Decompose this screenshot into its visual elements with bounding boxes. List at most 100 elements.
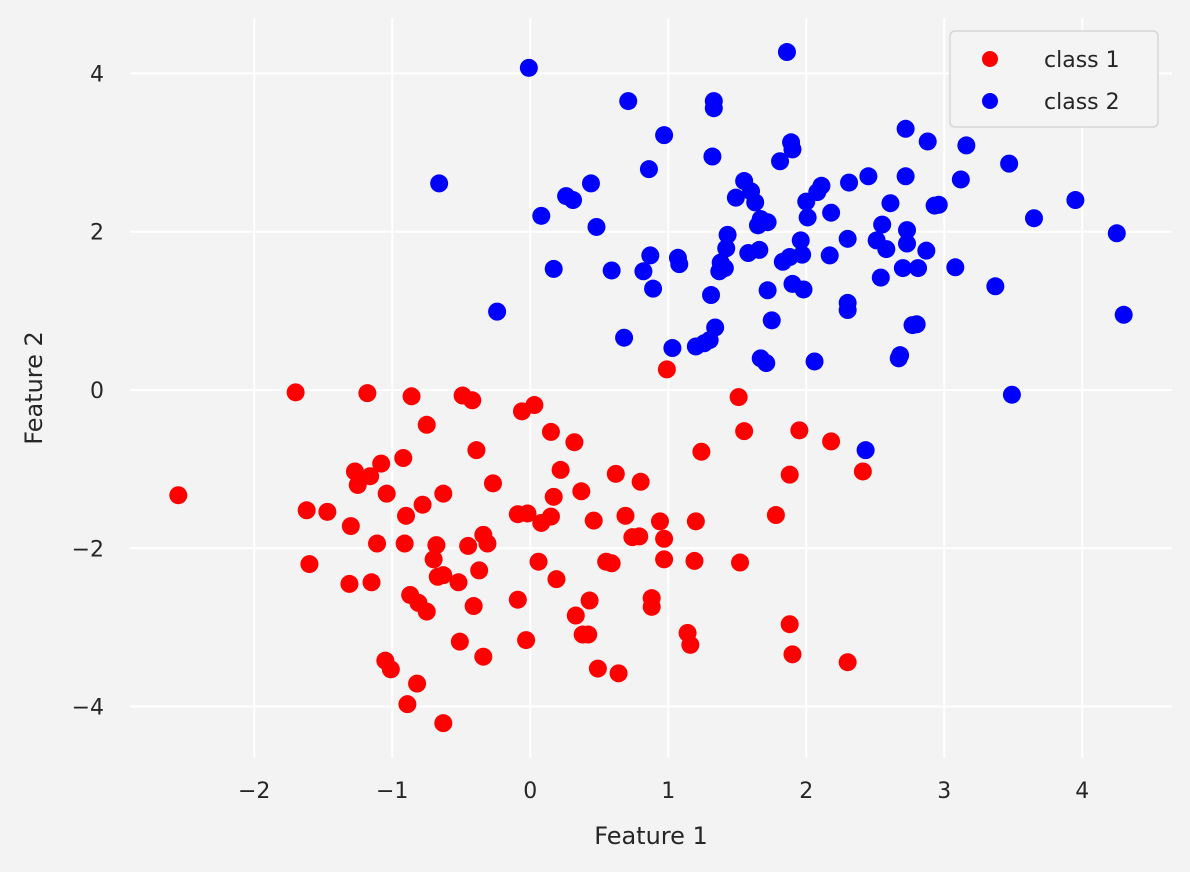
data-point-class-2 (877, 240, 896, 259)
data-point-class-1 (735, 422, 754, 441)
data-point-class-1 (541, 507, 560, 526)
data-point-class-1 (616, 506, 635, 525)
y-tick-label: 0 (90, 379, 104, 404)
data-point-class-2 (898, 221, 917, 240)
data-point-class-2 (859, 167, 878, 186)
data-point-class-2 (1024, 209, 1043, 228)
data-point-class-1 (565, 433, 584, 452)
data-point-class-1 (544, 487, 563, 506)
data-point-class-2 (881, 194, 900, 213)
data-point-class-1 (341, 517, 360, 536)
legend-label: class 2 (1044, 90, 1120, 115)
data-point-class-1 (822, 432, 841, 451)
x-tick-labels: −2 −1 0 1 2 3 4 (238, 779, 1089, 804)
x-tick-label: −2 (238, 779, 270, 804)
data-point-class-1 (402, 387, 421, 406)
data-point-class-1 (417, 415, 436, 434)
data-point-class-2 (663, 339, 682, 358)
data-point-class-1 (686, 512, 705, 531)
data-point-class-2 (758, 213, 777, 232)
data-point-class-1 (731, 553, 750, 572)
data-point-class-1 (657, 360, 676, 379)
data-point-class-1 (417, 602, 436, 621)
data-point-class-1 (631, 472, 650, 491)
data-point-class-1 (300, 555, 319, 574)
data-point-class-1 (681, 635, 700, 654)
data-point-class-2 (929, 195, 948, 214)
data-point-class-2 (615, 328, 634, 347)
data-point-class-2 (871, 268, 890, 287)
data-point-class-1 (427, 536, 446, 555)
data-point-class-1 (434, 566, 453, 585)
data-point-class-2 (544, 259, 563, 278)
data-point-class-1 (780, 465, 799, 484)
data-point-class-2 (726, 188, 745, 207)
data-point-class-2 (898, 234, 917, 253)
data-point-class-2 (634, 262, 653, 281)
data-point-class-2 (704, 92, 723, 111)
data-point-class-2 (670, 255, 689, 274)
data-point-class-1 (642, 597, 661, 616)
data-point-class-2 (783, 140, 802, 159)
data-point-class-2 (619, 92, 638, 111)
data-point-class-1 (609, 664, 628, 683)
data-point-class-2 (917, 241, 936, 260)
data-point-class-2 (703, 147, 722, 166)
data-point-class-2 (856, 441, 875, 460)
data-point-class-2 (1066, 191, 1085, 210)
data-point-class-1 (650, 512, 669, 531)
data-point-class-2 (581, 174, 600, 193)
data-point-class-1 (377, 484, 396, 503)
data-point-class-1 (790, 421, 809, 440)
data-point-class-1 (368, 534, 387, 553)
data-point-class-1 (780, 615, 799, 634)
data-point-class-1 (395, 534, 414, 553)
data-point-class-2 (1000, 154, 1019, 173)
data-point-class-2 (793, 245, 812, 264)
data-point-class-1 (464, 597, 483, 616)
grid (130, 18, 1172, 758)
data-point-class-1 (424, 550, 443, 569)
data-point-class-1 (459, 536, 478, 555)
data-point-class-1 (478, 534, 497, 553)
data-point-class-1 (470, 561, 489, 580)
data-point-class-1 (685, 551, 704, 570)
data-point-class-1 (579, 625, 598, 644)
x-axis-label: Feature 1 (594, 822, 708, 850)
data-point-class-1 (358, 384, 377, 403)
x-tick-label: 2 (799, 779, 813, 804)
data-point-class-2 (820, 246, 839, 265)
data-point-class-1 (729, 388, 748, 407)
data-point-class-2 (896, 167, 915, 186)
data-point-class-1 (655, 550, 674, 569)
data-point-class-2 (587, 217, 606, 236)
data-point-class-1 (413, 495, 432, 514)
data-point-class-1 (450, 632, 469, 651)
data-point-class-1 (508, 590, 527, 609)
data-point-class-1 (474, 647, 493, 666)
data-point-class-2 (986, 277, 1005, 296)
plot-area (130, 18, 1172, 758)
data-point-class-1 (655, 529, 674, 548)
x-tick-label: 0 (523, 779, 537, 804)
data-point-class-2 (762, 311, 781, 330)
data-point-class-1 (463, 391, 482, 410)
x-tick-label: −1 (376, 779, 408, 804)
data-point-class-1 (449, 573, 468, 592)
data-point-class-1 (345, 462, 364, 481)
data-point-class-1 (630, 527, 649, 546)
y-tick-label: 4 (90, 62, 104, 87)
data-point-class-1 (853, 462, 872, 481)
legend-marker (982, 51, 998, 67)
data-point-class-2 (655, 126, 674, 145)
data-point-class-2 (564, 191, 583, 210)
data-point-class-2 (718, 225, 737, 244)
data-point-class-1 (297, 501, 316, 520)
data-point-class-2 (777, 43, 796, 62)
data-point-class-1 (169, 486, 188, 505)
data-point-class-1 (361, 467, 380, 486)
data-point-class-2 (717, 239, 736, 258)
data-point-class-2 (946, 258, 965, 277)
